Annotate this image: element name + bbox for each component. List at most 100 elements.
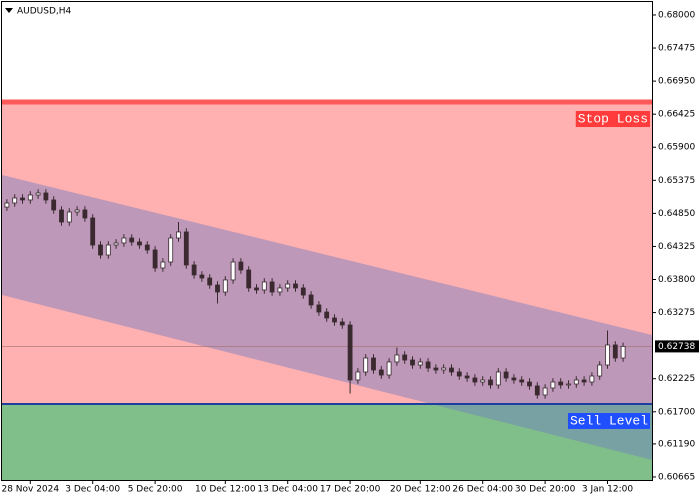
candle-body	[105, 244, 111, 256]
candle-body	[394, 354, 400, 363]
candle-body	[425, 361, 431, 369]
y-tick-label: 0.66950	[658, 77, 695, 87]
candle-body	[503, 371, 509, 379]
candle-body	[152, 249, 158, 269]
candle-body	[472, 377, 478, 383]
candle-body	[20, 197, 25, 201]
x-tick-label: 30 Dec 20:00	[515, 485, 576, 495]
x-tick-label: 3 Dec 04:00	[65, 485, 120, 495]
x-tick-label: 28 Nov 2024	[1, 485, 59, 495]
y-tick-label: 0.68000	[658, 10, 695, 20]
candle-body	[410, 359, 415, 366]
candle-body	[355, 371, 361, 381]
candle-body	[363, 357, 369, 373]
candle-body	[316, 304, 322, 313]
candle-body	[464, 375, 470, 379]
level-label-box	[567, 412, 650, 429]
candle-body	[121, 237, 127, 244]
candle-body	[433, 367, 439, 371]
level-label: Sell Level	[570, 413, 648, 428]
candle-body	[339, 321, 345, 326]
candle-body	[612, 344, 618, 359]
last-price-box	[655, 340, 699, 353]
candle-body	[332, 317, 337, 323]
candle-body	[300, 287, 306, 296]
y-tick-label: 0.64325	[658, 242, 695, 252]
last-price-label: 0.62738	[658, 342, 695, 352]
candle-body	[417, 361, 423, 366]
y-tick-label: 0.65900	[658, 143, 695, 153]
x-tick-label: 17 Dec 20:00	[320, 485, 381, 495]
candle-body	[82, 209, 88, 219]
candle-body	[605, 344, 610, 366]
candle-body	[207, 277, 213, 286]
candle-body	[293, 283, 298, 289]
y-tick-label: 0.61190	[658, 439, 695, 449]
x-tick-label: 20 Dec 12:00	[390, 485, 451, 495]
candle-body	[550, 381, 556, 389]
candle-body	[168, 237, 174, 263]
candle-body	[566, 383, 571, 386]
x-tick-label: 26 Dec 04:00	[452, 485, 513, 495]
candle-body	[222, 279, 228, 293]
candle-body	[534, 385, 540, 396]
candle-body	[441, 367, 447, 371]
candle-body	[456, 371, 462, 377]
candle-body	[43, 192, 49, 201]
candle-body	[113, 242, 119, 246]
x-tick-label: 3 Jan 12:00	[582, 485, 634, 495]
candle-body	[160, 261, 166, 269]
plot-frame	[1, 1, 653, 481]
candle-body	[277, 287, 283, 293]
candle-body	[59, 209, 64, 223]
y-tick-label: 0.64850	[658, 209, 695, 219]
candle-body	[90, 217, 96, 246]
candle-body	[488, 379, 493, 386]
candle-body	[386, 361, 392, 376]
y-tick-label: 0.66425	[658, 110, 695, 120]
y-tick-label: 0.60665	[658, 472, 695, 482]
candle-body	[402, 354, 408, 361]
y-tick-label: 0.67475	[658, 44, 695, 54]
candle-body	[581, 379, 587, 383]
candle-body	[183, 231, 189, 266]
candle-body	[511, 377, 517, 381]
candle-body	[35, 192, 41, 196]
chart-title: AUDUSD,H4	[17, 7, 72, 17]
candle-body	[66, 211, 72, 223]
candle-body	[230, 261, 236, 281]
candle-body	[347, 324, 353, 381]
candle-body	[261, 281, 267, 291]
candle-body	[215, 284, 220, 293]
x-tick-label: 10 Dec 12:00	[195, 485, 256, 495]
x-tick-label: 13 Dec 04:00	[257, 485, 318, 495]
candle-body	[269, 281, 275, 293]
x-tick-label: 5 Dec 20:00	[128, 485, 183, 495]
candle-body	[308, 294, 314, 306]
plot-area	[2, 99, 652, 480]
candle-body	[191, 264, 197, 276]
y-tick-label: 0.63800	[658, 275, 695, 285]
candle-body	[27, 194, 33, 201]
y-tick-label: 0.61700	[658, 407, 695, 417]
candle-body	[558, 381, 564, 386]
candle-body	[144, 244, 150, 251]
candle-body	[480, 379, 486, 383]
candle-body	[12, 197, 18, 204]
candle-body	[378, 369, 384, 376]
candle-body	[589, 375, 595, 383]
candle-body	[199, 274, 205, 279]
candle-body	[74, 209, 80, 213]
level-label-box	[575, 111, 650, 128]
candle-body	[573, 379, 579, 385]
candle-body	[4, 202, 10, 208]
candle-body	[176, 231, 181, 239]
symbol-menu-arrow[interactable]	[5, 8, 13, 13]
candle-body	[371, 357, 376, 371]
y-tick-label: 0.62225	[658, 374, 695, 384]
candle-body	[129, 237, 135, 243]
y-tick-label: 0.65375	[658, 176, 695, 186]
candle-body	[449, 367, 454, 373]
